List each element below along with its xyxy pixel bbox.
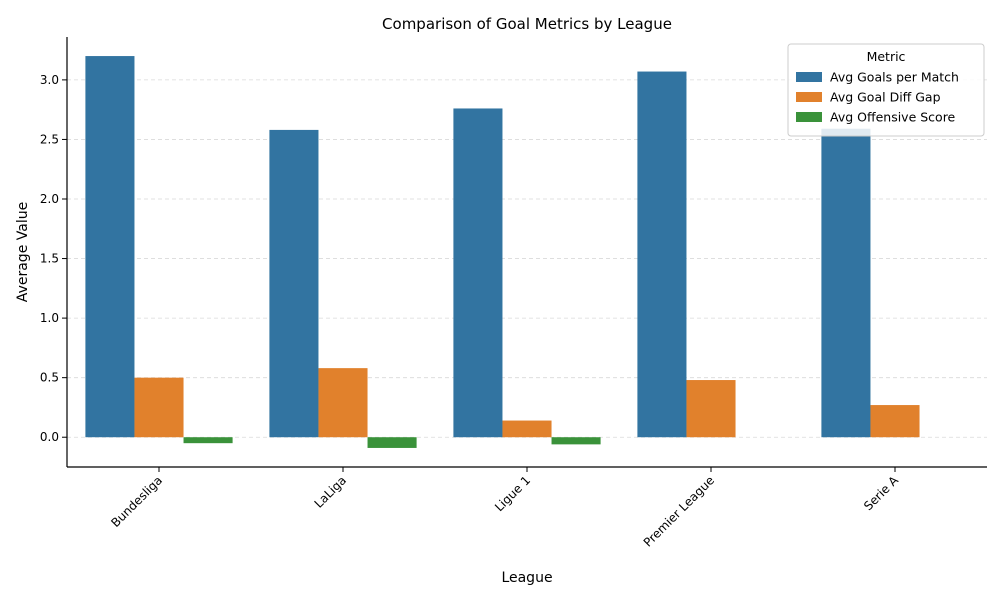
- legend-entry: Avg Offensive Score: [830, 110, 956, 125]
- x-tick-label: LaLiga: [312, 473, 349, 510]
- bars: [85, 56, 920, 448]
- bar-bundesliga-series-1: [134, 377, 184, 438]
- legend-swatch: [796, 72, 822, 82]
- bar-serie-a-series-1: [870, 405, 920, 438]
- legend-swatch: [796, 92, 822, 102]
- x-tick-label: Bundesliga: [108, 473, 165, 530]
- y-axis-label: Average Value: [15, 202, 31, 302]
- bar-ligue-1-series-1: [502, 420, 552, 438]
- y-tick-label: 2.0: [40, 192, 59, 206]
- bar-ligue-1-series-0: [453, 108, 503, 438]
- bar-laliga-series-0: [269, 129, 319, 438]
- bar-laliga-series-1: [318, 368, 368, 438]
- bar-laliga-series-2: [367, 437, 417, 448]
- chart-title: Comparison of Goal Metrics by League: [382, 15, 672, 33]
- legend-box: [787, 43, 985, 137]
- y-tick-label: 1.0: [40, 311, 59, 325]
- y-tick-label: 2.5: [40, 132, 59, 146]
- legend-entry: Avg Goal Diff Gap: [830, 90, 941, 105]
- bar-bundesliga-series-0: [85, 56, 135, 438]
- legend-title: Metric: [867, 49, 906, 64]
- x-tick-label: Serie A: [861, 473, 902, 514]
- bar-premier-league-series-0: [637, 71, 687, 438]
- legend-swatch: [796, 112, 822, 122]
- x-tick-label: Ligue 1: [492, 473, 533, 514]
- y-tick-label: 0.5: [40, 371, 59, 385]
- legend: Metric Avg Goals per Match Avg Goal Diff G…: [787, 43, 985, 137]
- legend-entry: Avg Goals per Match: [830, 70, 959, 85]
- bar-serie-a-series-0: [821, 128, 871, 438]
- y-tick-label: 3.0: [40, 73, 59, 87]
- x-axis-label: League: [501, 570, 552, 586]
- bar-bundesliga-series-2: [183, 437, 233, 444]
- bar-ligue-1-series-2: [551, 437, 601, 445]
- bar-premier-league-series-1: [686, 380, 736, 438]
- y-tick-label: 0.0: [40, 430, 59, 444]
- y-tick-label: 1.5: [40, 252, 59, 266]
- x-tick-label: Premier League: [641, 473, 717, 549]
